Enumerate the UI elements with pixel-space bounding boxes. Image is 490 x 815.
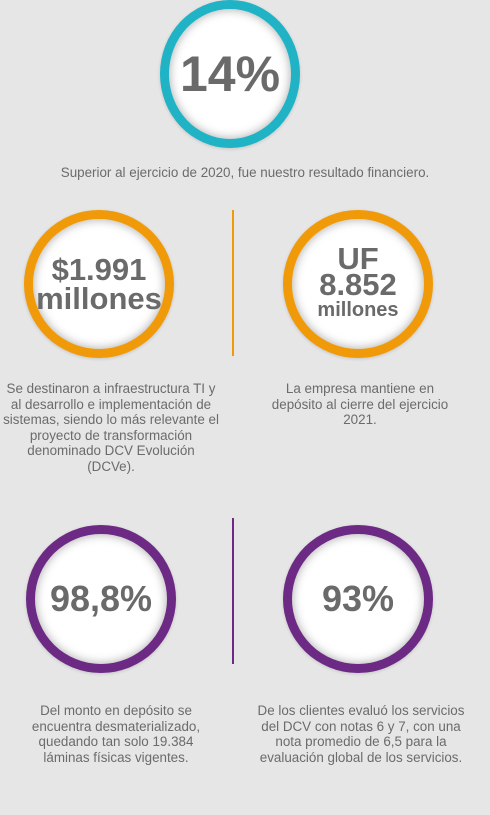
divider <box>232 210 234 356</box>
stat-value: 8.852 <box>319 267 397 302</box>
stat-value: 93% <box>321 578 395 619</box>
stat-circle-client-satisfaction: 93% <box>283 525 433 673</box>
stat-description: Del monto en depósito se encuentra desma… <box>31 703 201 765</box>
divider <box>232 518 234 664</box>
stat-unit: millones <box>36 281 162 316</box>
stat-description: La empresa mantiene en depósito al cierr… <box>271 381 449 427</box>
stat-value: $1.991 <box>51 252 147 287</box>
stat-circle-it-investment: $1.991 millones <box>24 210 174 358</box>
stat-description: Superior al ejercicio de 2020, fue nuest… <box>60 165 430 180</box>
stat-circle-financial-result: 14% <box>160 0 300 148</box>
stat-prefix: UF <box>337 241 379 276</box>
stat-circle-dematerialized: 98,8% <box>26 525 176 673</box>
stat-description: Se destinaron a infraestructura TI y al … <box>3 381 219 474</box>
stat-value: 98,8% <box>49 578 153 619</box>
stat-unit: millones <box>317 299 399 321</box>
stat-value: 14% <box>179 46 281 102</box>
stat-description: De los clientes evaluó los servicios del… <box>257 703 465 765</box>
stat-circle-deposit-uf: UF 8.852 millones <box>283 210 433 358</box>
